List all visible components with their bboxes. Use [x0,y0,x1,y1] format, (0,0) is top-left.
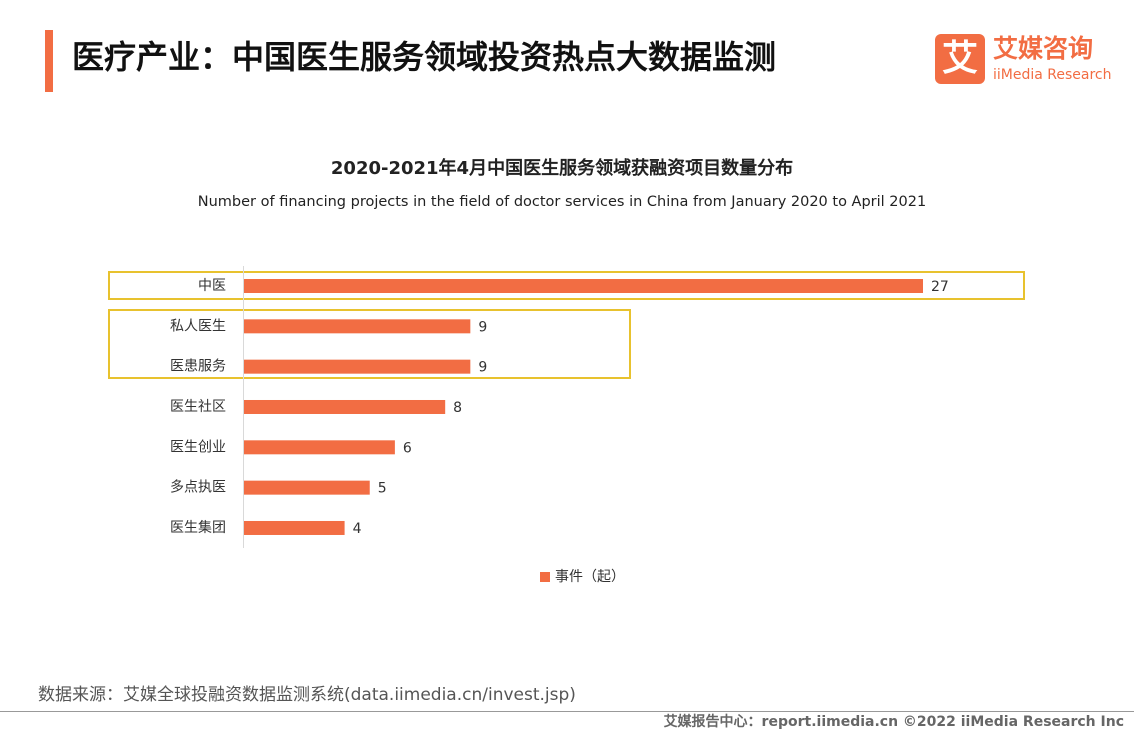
bar [244,520,345,535]
bar [244,480,370,495]
legend-label: 事件（起） [555,569,625,585]
credit: 艾媒报告中心：report.iimedia.cn ©2022 iiMedia R… [664,713,1124,730]
title-accent [45,30,53,92]
logo-en: iiMedia Research [993,67,1112,83]
value-label: 9 [478,360,487,376]
y-tick-label: 中医 [198,278,226,294]
logo-mark: 艾 [942,38,978,79]
y-tick-label: 多点执医 [170,479,226,496]
source: 数据来源：艾媒全球投融资数据监测系统(data.iimedia.cn/inves… [38,685,576,705]
value-label: 6 [403,440,412,456]
value-label: 4 [353,521,362,537]
y-tick-label: 医生创业 [170,439,226,455]
value-label: 9 [478,319,487,335]
highlight-box [108,271,1025,300]
logo-name: 艾媒咨询 [993,34,1093,63]
bar [244,440,395,455]
bar [244,319,471,334]
y-tick-label: 医患服务 [170,359,226,375]
bar [244,279,923,293]
bar [244,359,471,374]
bar [244,399,446,414]
y-tick-label: 医生集团 [170,519,226,536]
page-title: 医疗产业：中国医生服务领域投资热点大数据监测 [72,38,776,76]
chart-title: 2020-2021年4月中国医生服务领域获融资项目数量分布 [331,157,793,179]
chart-subtitle: Number of financing projects in the fiel… [198,194,926,210]
y-tick-label: 医生社区 [170,399,226,415]
value-label: 27 [931,279,949,295]
y-tick-label: 私人医生 [170,318,226,334]
value-label: 5 [378,481,387,497]
highlight-box [108,309,631,379]
legend-swatch [540,572,550,582]
logo-box [935,34,985,84]
value-label: 8 [453,400,462,416]
